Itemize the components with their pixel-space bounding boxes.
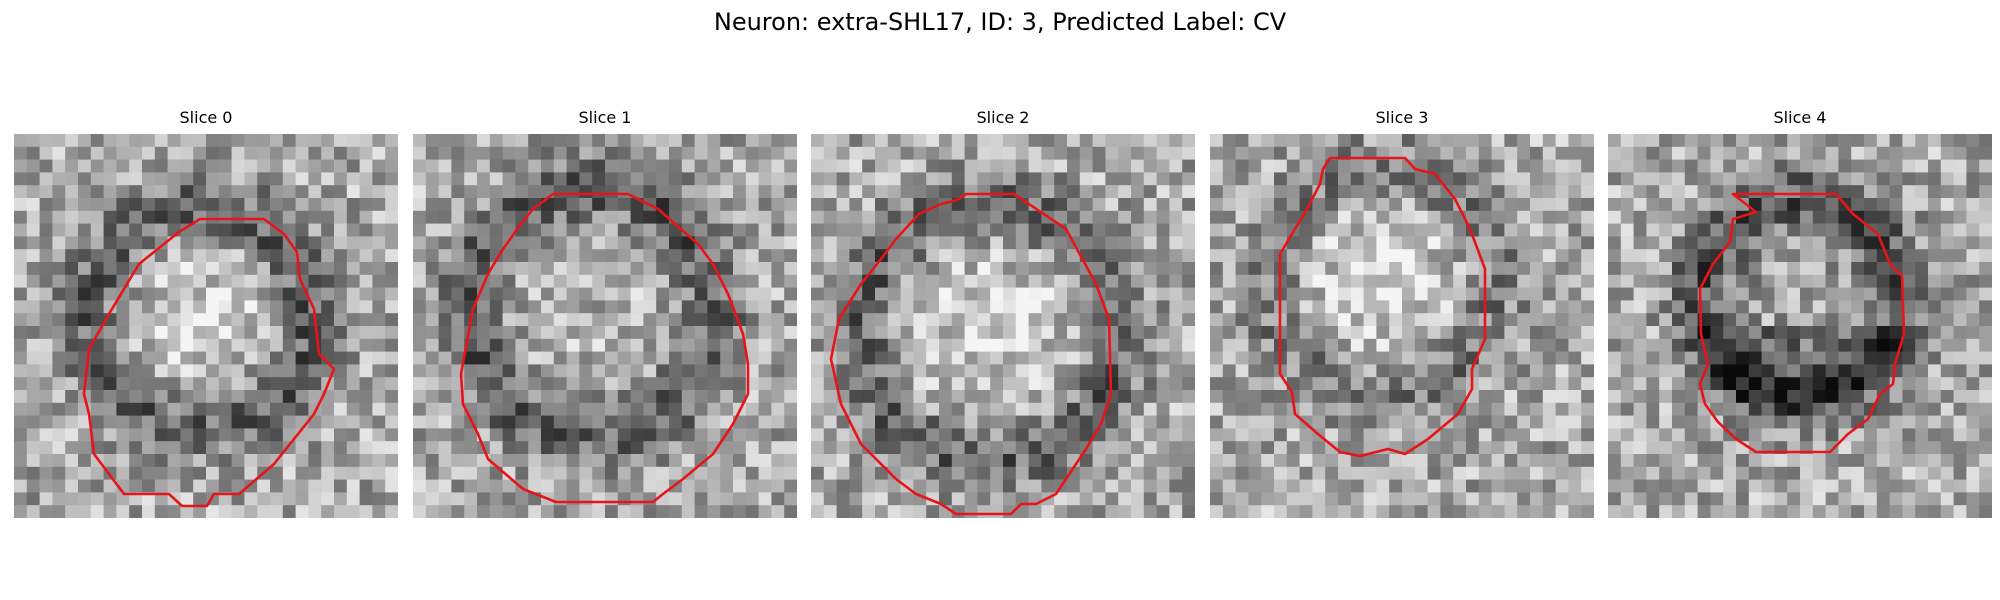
slice-panel: Slice 0 (14, 108, 398, 518)
slice-title: Slice 1 (578, 108, 632, 127)
em-slice-image (1608, 134, 1992, 518)
slice-panel: Slice 2 (811, 108, 1195, 518)
slice-title: Slice 4 (1773, 108, 1827, 127)
slice-panel: Slice 4 (1608, 108, 1992, 518)
slice-title: Slice 2 (976, 108, 1030, 127)
slice-title: Slice 0 (179, 108, 233, 127)
segmentation-contour (829, 192, 1113, 516)
em-slice-image (811, 134, 1195, 518)
segmentation-contour (1278, 156, 1487, 458)
em-slice-image (1210, 134, 1594, 518)
segmentation-contour (82, 217, 336, 508)
slice-panel: Slice 1 (413, 108, 797, 518)
segmentation-contour (459, 192, 750, 504)
segmentation-contour (1698, 192, 1906, 454)
slice-panel: Slice 3 (1210, 108, 1594, 518)
slice-title: Slice 3 (1375, 108, 1429, 127)
em-slice-image (413, 134, 797, 518)
em-slice-image (14, 134, 398, 518)
figure-title: Neuron: extra-SHL17, ID: 3, Predicted La… (713, 8, 1287, 36)
